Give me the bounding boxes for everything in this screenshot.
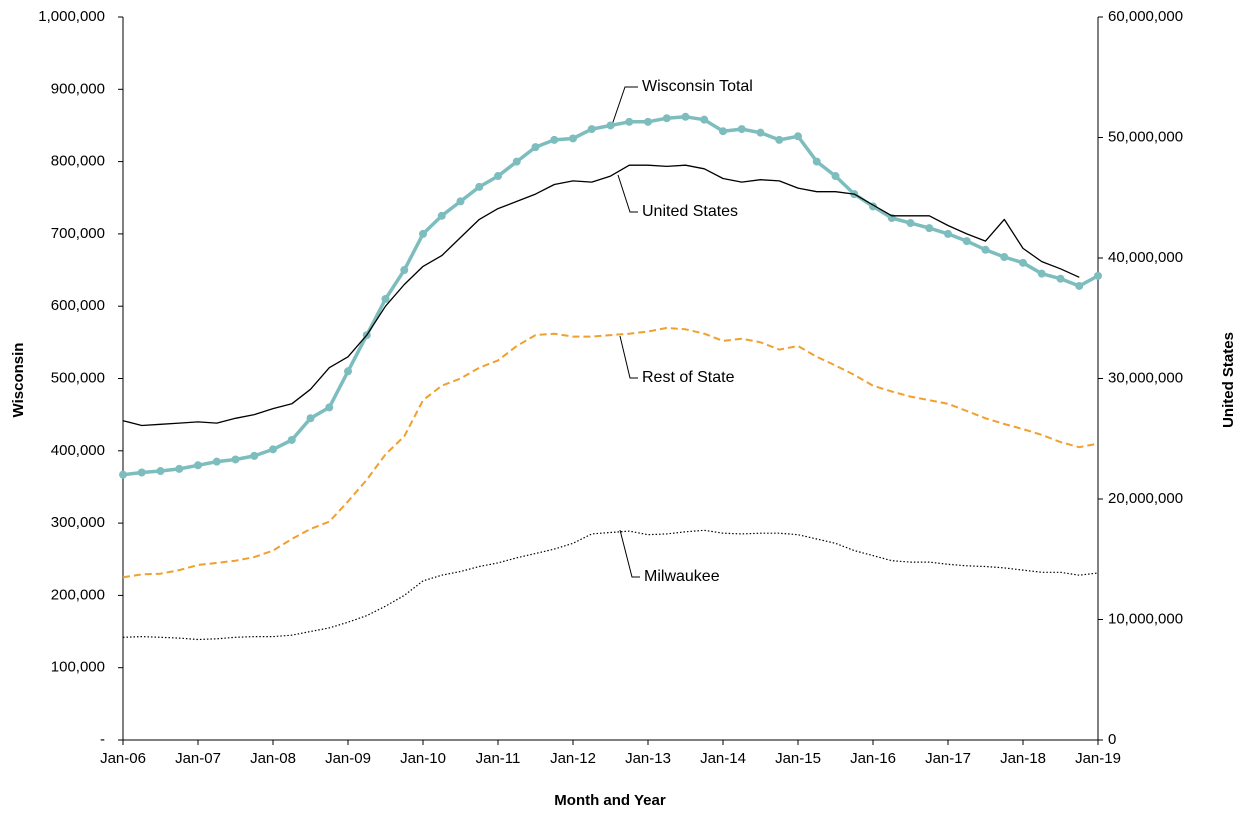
- y-tick-label: 800,000: [51, 153, 105, 170]
- leader: [611, 86, 638, 126]
- y-axis-label: Wisconsin: [10, 343, 27, 418]
- marker: [1056, 274, 1065, 283]
- y-tick-label: 1,000,000: [38, 8, 105, 25]
- y-tick-label: 200,000: [51, 586, 105, 603]
- marker: [962, 237, 971, 246]
- marker: [381, 294, 390, 303]
- series-label: Rest of State: [642, 369, 735, 386]
- marker: [175, 464, 184, 473]
- marker: [325, 403, 334, 412]
- y-tick-label: 700,000: [51, 225, 105, 242]
- marker: [606, 121, 615, 130]
- series-line: [122, 326, 1099, 579]
- marker: [494, 172, 502, 181]
- marker: [981, 245, 990, 254]
- marker: [212, 457, 221, 466]
- marker: [1037, 269, 1046, 278]
- marker: [756, 128, 765, 137]
- y2-tick-label: 40,000,000: [1108, 249, 1183, 266]
- y-tick-label: 300,000: [51, 514, 105, 531]
- x-tick-label: Jan-12: [550, 750, 596, 767]
- marker: [644, 117, 652, 126]
- marker: [700, 115, 709, 124]
- series-label: Wisconsin Total: [642, 78, 753, 95]
- x-tick-label: Jan-13: [625, 750, 671, 767]
- marker: [437, 211, 446, 220]
- marker: [306, 414, 315, 423]
- marker: [475, 182, 484, 191]
- marker: [269, 445, 277, 454]
- series-line: [122, 164, 1080, 427]
- leader: [617, 174, 638, 213]
- marker: [831, 172, 840, 181]
- marker: [137, 468, 146, 477]
- x-tick-label: Jan-09: [325, 750, 371, 767]
- leader: [619, 529, 640, 578]
- marker: [662, 114, 671, 123]
- marker: [156, 467, 165, 476]
- marker: [1000, 253, 1009, 262]
- marker: [400, 266, 409, 275]
- marker: [719, 127, 727, 136]
- y2-tick-label: 50,000,000: [1108, 128, 1183, 145]
- leader: [619, 335, 638, 379]
- marker: [512, 157, 521, 166]
- marker: [456, 197, 465, 206]
- marker: [625, 117, 634, 126]
- x-tick-label: Jan-16: [850, 750, 896, 767]
- x-axis-label: Month and Year: [554, 792, 666, 809]
- marker: [194, 461, 202, 470]
- y-tick-label: 900,000: [51, 80, 105, 97]
- series-line: [122, 115, 1099, 477]
- marker: [775, 135, 784, 144]
- x-tick-label: Jan-15: [775, 750, 821, 767]
- x-tick-label: Jan-19: [1075, 750, 1121, 767]
- y-tick-label: 600,000: [51, 297, 105, 314]
- y-tick-label: -: [100, 731, 105, 748]
- y2-tick-label: 30,000,000: [1108, 369, 1183, 386]
- y2-tick-label: 60,000,000: [1108, 8, 1183, 25]
- x-tick-label: Jan-11: [476, 750, 521, 767]
- x-tick-label: Jan-08: [250, 750, 296, 767]
- series-line: [122, 529, 1099, 641]
- x-tick-label: Jan-07: [175, 750, 221, 767]
- marker: [1075, 281, 1084, 290]
- marker: [944, 229, 952, 238]
- label-leaders: [611, 86, 640, 578]
- x-tick-label: Jan-06: [100, 750, 146, 767]
- marker: [681, 112, 690, 121]
- marker: [737, 125, 746, 134]
- marker: [906, 219, 915, 228]
- y-tick-label: 100,000: [51, 659, 105, 676]
- marker: [925, 224, 934, 233]
- marker: [531, 143, 540, 152]
- y2-tick-label: 10,000,000: [1108, 610, 1183, 627]
- marker: [1019, 258, 1027, 267]
- y2-tick-label: 20,000,000: [1108, 490, 1183, 507]
- marker: [344, 367, 352, 376]
- marker: [287, 435, 296, 444]
- marker: [119, 470, 127, 479]
- x-tick-label: Jan-17: [925, 750, 971, 767]
- x-tick-label: Jan-14: [700, 750, 746, 767]
- marker: [794, 132, 802, 141]
- y2-axis-label: United States: [1220, 332, 1237, 428]
- marker: [231, 455, 240, 464]
- marker: [550, 135, 559, 144]
- marker: [812, 157, 821, 166]
- y-tick-label: 500,000: [51, 369, 105, 386]
- series-label: Milwaukee: [644, 568, 720, 585]
- marker: [250, 451, 259, 460]
- marker: [1094, 271, 1102, 280]
- y-tick-label: 400,000: [51, 442, 105, 459]
- series-label: United States: [642, 203, 738, 220]
- x-tick-label: Jan-10: [400, 750, 446, 767]
- marker: [587, 125, 596, 134]
- x-tick-label: Jan-18: [1000, 750, 1046, 767]
- marker: [569, 134, 577, 143]
- y2-tick-label: 0: [1108, 731, 1116, 748]
- marker: [419, 229, 427, 238]
